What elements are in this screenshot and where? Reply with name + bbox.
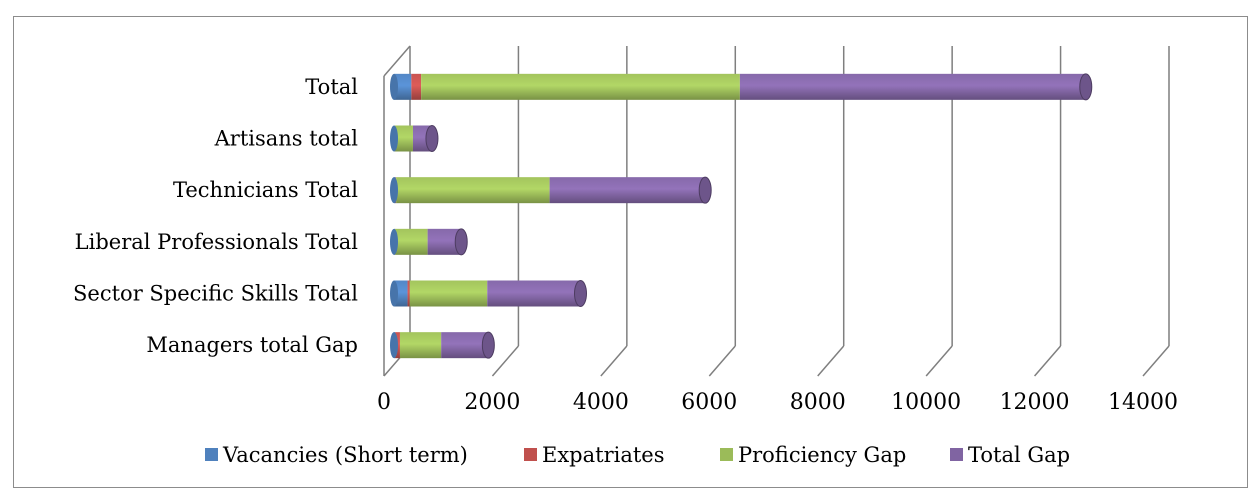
legend-item: Vacancies (Short term): [205, 443, 468, 467]
legend-label: Proficiency Gap: [738, 443, 906, 467]
bar-segment: [399, 332, 442, 359]
bar-end-cap: [425, 125, 439, 152]
bar-group-4: [390, 125, 439, 152]
x-tick-label: 6000: [681, 390, 737, 415]
bar-group-0: [390, 331, 495, 359]
bar-start-cap: [390, 280, 398, 307]
category-label: Sector Specific Skills Total: [73, 282, 358, 306]
category-label: Technicians Total: [173, 178, 358, 202]
bars: [390, 73, 1093, 359]
bar-group-3: [390, 176, 712, 204]
legend-item: Expatriates: [524, 443, 665, 467]
legend-label: Vacancies (Short term): [222, 443, 468, 467]
bar-group-1: [390, 280, 587, 307]
bar-segment: [396, 177, 550, 204]
x-tick-label: 2000: [464, 390, 520, 415]
x-tick-label: 8000: [790, 390, 846, 415]
bar-start-cap: [390, 228, 398, 255]
floor-line-14000: [1142, 345, 1170, 377]
bar-end-cap: [698, 176, 712, 204]
bar-group-5: [390, 73, 1093, 101]
floor-line-6000: [708, 345, 736, 377]
legend-swatch: [524, 448, 537, 461]
left-wall-top: [383, 45, 411, 77]
legend-swatch: [720, 448, 733, 461]
floor-line-10000: [925, 345, 953, 377]
floor-line-4000: [600, 345, 628, 377]
x-tick-label: 14000: [1108, 390, 1178, 415]
bar-segment: [409, 280, 488, 307]
bar-segment: [395, 228, 428, 255]
category-label: Total: [305, 75, 358, 99]
x-tick-label: 0: [377, 390, 391, 415]
bar-segment: [394, 73, 412, 100]
legend-item: Total Gap: [950, 443, 1070, 467]
bar-group-2: [390, 228, 468, 256]
x-tick-labels: 0 2000 4000 6000 8000 10000 12000 14000: [377, 390, 1178, 415]
bar-segment: [394, 125, 413, 152]
floor-line-8000: [817, 345, 845, 377]
x-tick-label: 12000: [1000, 390, 1070, 415]
x-tick-label: 4000: [573, 390, 629, 415]
bar-start-cap: [390, 125, 398, 152]
bar-segment: [411, 73, 422, 100]
floor-line-12000: [1034, 345, 1062, 377]
bar-start-cap: [390, 332, 398, 359]
legend-swatch: [950, 448, 963, 461]
category-label: Managers total Gap: [146, 333, 358, 357]
bar-end-cap: [481, 331, 495, 359]
legend-label: Expatriates: [542, 443, 665, 467]
bar-segment: [487, 280, 581, 307]
bar-segment: [407, 280, 410, 307]
category-label: Artisans total: [214, 127, 359, 151]
bar-segment: [421, 73, 740, 100]
bar-end-cap: [1079, 73, 1093, 101]
floor-line-2000: [491, 345, 519, 377]
category-label: Liberal Professionals Total: [75, 230, 359, 254]
legend-item: Proficiency Gap: [720, 443, 906, 467]
bar-segment: [739, 73, 1086, 100]
bar-end-cap: [454, 228, 468, 256]
bar-start-cap: [390, 177, 398, 204]
bar-segment: [549, 177, 706, 204]
bar-segment: [441, 332, 489, 359]
bar-start-cap: [390, 73, 398, 100]
legend-label: Total Gap: [968, 443, 1070, 467]
legend: Vacancies (Short term) Expatriates Profici…: [205, 443, 1070, 467]
bar-end-cap: [573, 280, 587, 307]
category-labels: Managers total Gap Sector Specific Skills…: [73, 75, 358, 357]
legend-swatch: [205, 448, 218, 461]
x-tick-label: 10000: [891, 390, 961, 415]
